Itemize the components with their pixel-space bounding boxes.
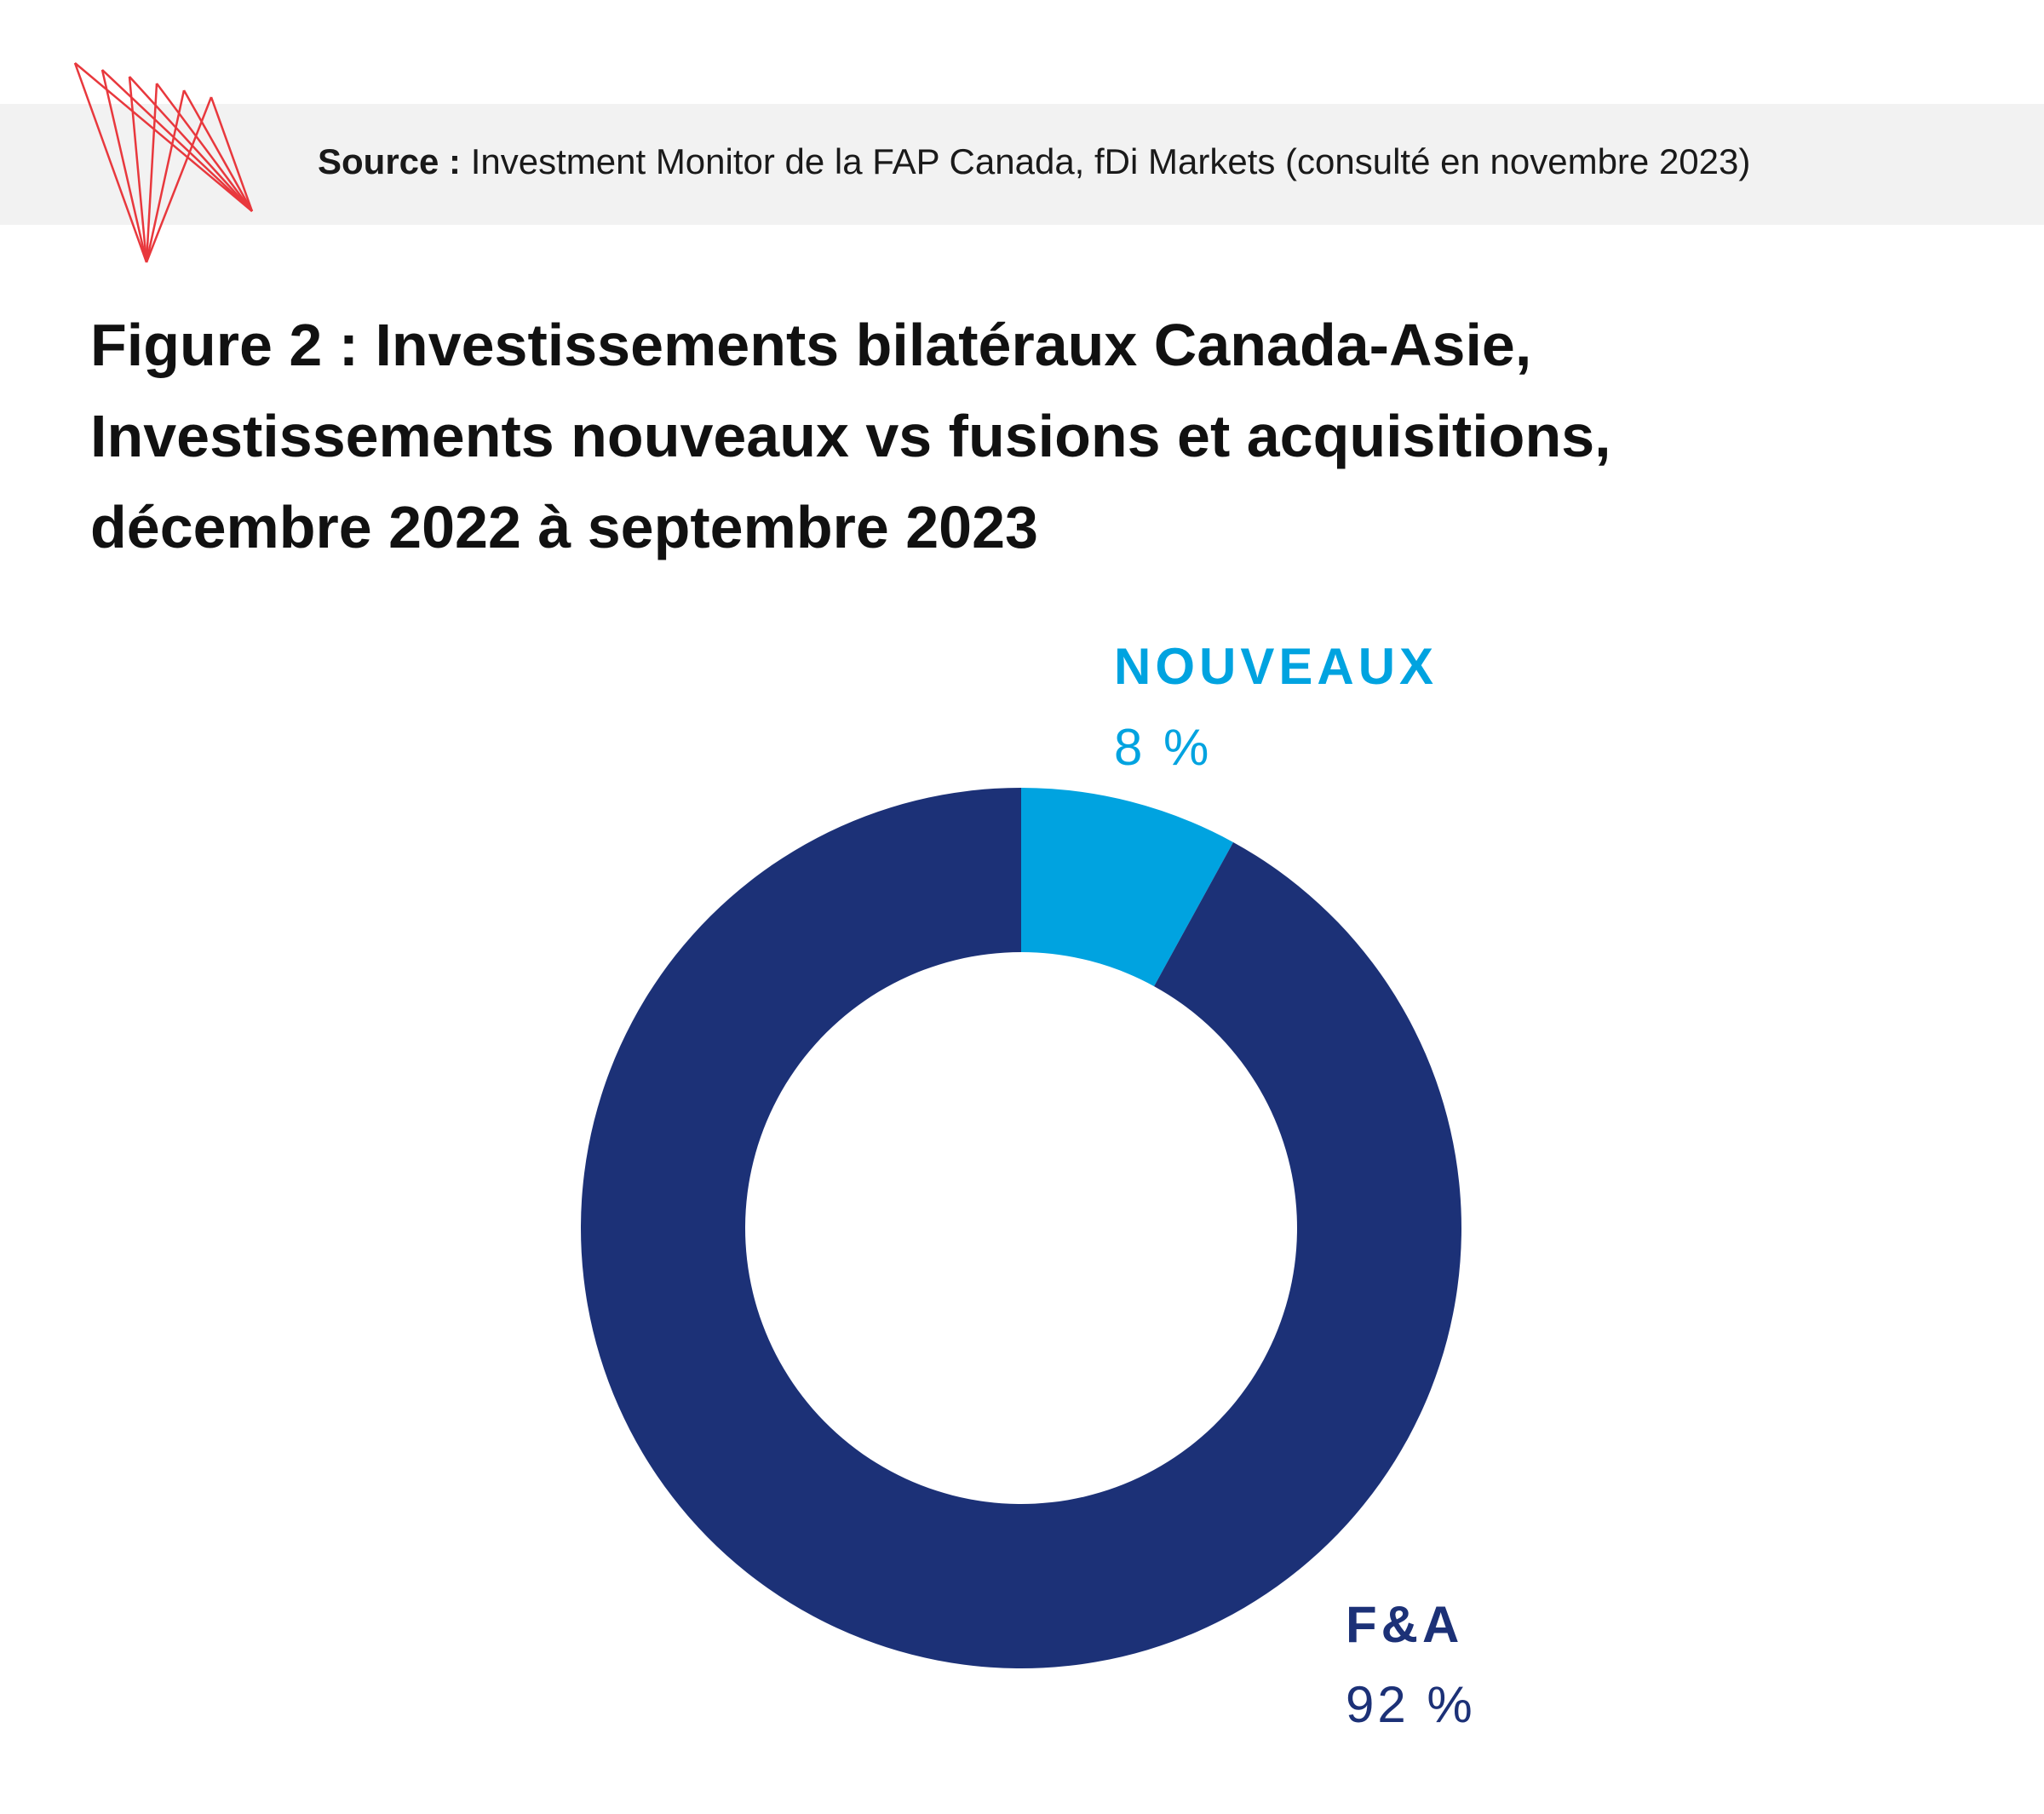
source-text: Investment Monitor de la FAP Canada, fDi…: [470, 141, 1751, 181]
source-label: Source :: [318, 141, 462, 181]
slice-nouveaux: [1021, 788, 1234, 987]
logo-line: [128, 76, 148, 263]
logo-line: [74, 62, 253, 212]
label-fa: F&A: [1346, 1596, 1463, 1653]
logo-icon: [73, 62, 254, 263]
label-nouveaux: NOUVEAUX: [1114, 638, 1438, 695]
chart-title: Figure 2 : Investissements bilatéraux Ca…: [90, 300, 1964, 573]
logo-line: [73, 62, 148, 263]
logo-line: [155, 83, 254, 212]
logo-line: [182, 89, 254, 212]
logo-line: [145, 96, 213, 263]
logo-line: [101, 69, 253, 212]
logo-line: [129, 76, 253, 212]
source-bar: [0, 104, 2044, 225]
value-nouveaux: 8 %: [1114, 719, 1212, 776]
logo-line: [145, 83, 158, 263]
logo-line: [210, 96, 254, 212]
value-fa: 92 %: [1346, 1676, 1476, 1733]
logo-line: [145, 89, 186, 263]
source-note: Source : Investment Monitor de la FAP Ca…: [318, 136, 1750, 187]
title-line-3: décembre 2022 à septembre 2023: [90, 494, 1038, 560]
slice-fa: [580, 788, 1461, 1669]
title-line-1: Figure 2 : Investissements bilatéraux Ca…: [90, 312, 1532, 378]
title-line-2: Investissements nouveaux vs fusions et a…: [90, 403, 1611, 469]
logo-line: [100, 69, 148, 263]
